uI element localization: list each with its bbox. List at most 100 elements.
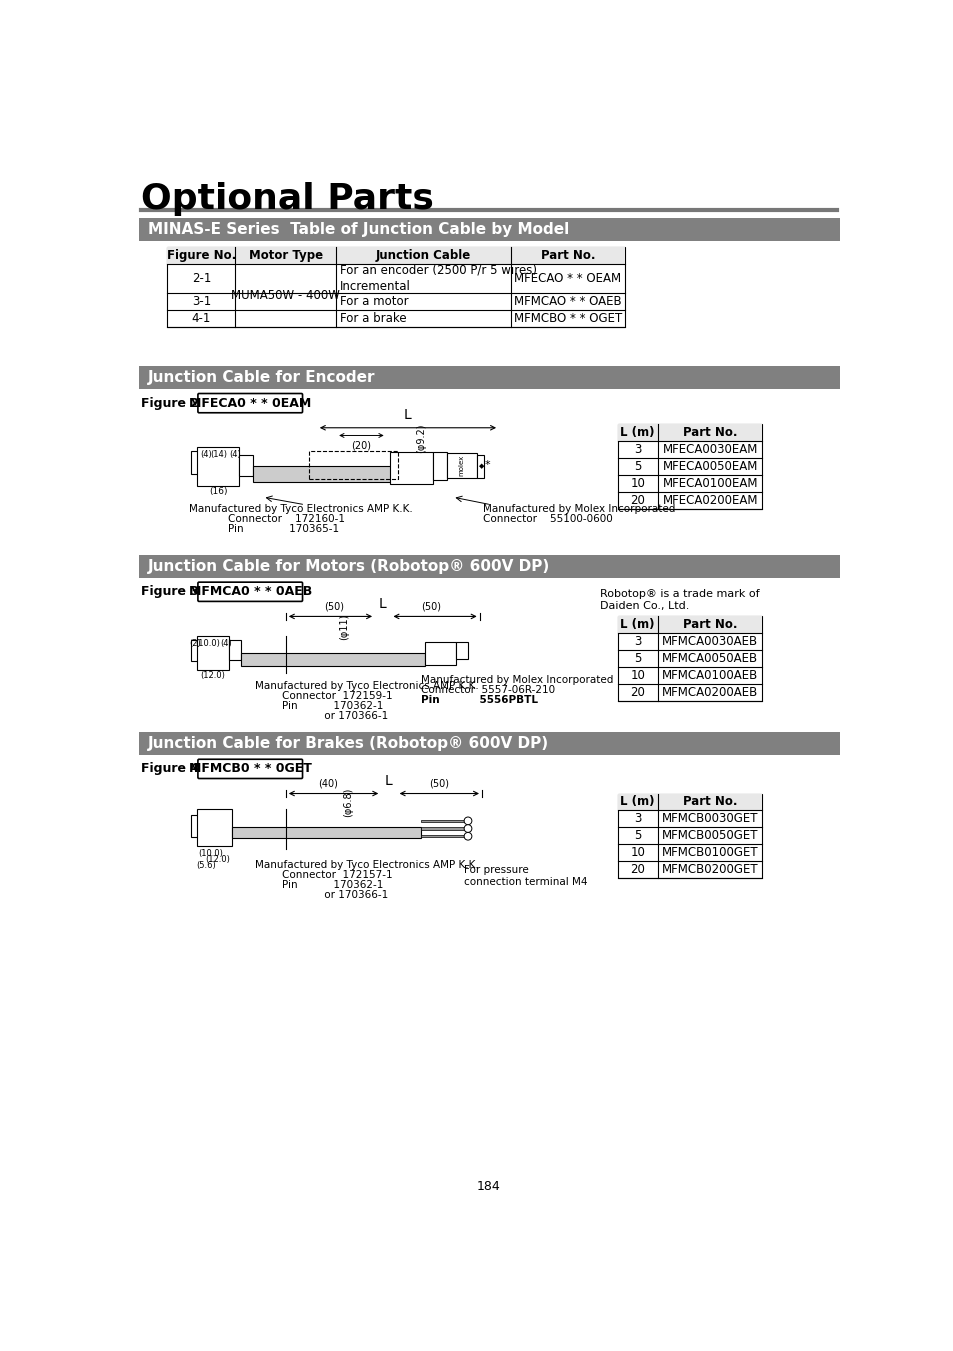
Text: Connector  172159-1: Connector 172159-1 [282, 690, 393, 701]
Text: Junction Cable: Junction Cable [375, 249, 471, 262]
Text: or 170366-1: or 170366-1 [282, 890, 388, 900]
Text: Manufactured by Tyco Electronics AMP K.K.: Manufactured by Tyco Electronics AMP K.K… [254, 861, 478, 870]
Text: (40): (40) [318, 778, 338, 788]
Bar [167, 247, 624, 263]
Text: L: L [404, 408, 412, 422]
Text: Junction Cable for Motors (Robotop® 600V DP): Junction Cable for Motors (Robotop® 600V… [148, 559, 550, 574]
Text: (4): (4) [200, 450, 212, 459]
Text: (φ6.8): (φ6.8) [342, 788, 353, 816]
Text: Pin           170362-1: Pin 170362-1 [282, 880, 383, 890]
Bar [138, 732, 840, 755]
Bar [433, 453, 447, 480]
Bar [196, 809, 232, 846]
Text: MFMCAO * * OAEB: MFMCAO * * OAEB [514, 295, 621, 308]
Text: 3: 3 [634, 443, 640, 455]
FancyBboxPatch shape [197, 759, 302, 778]
Text: Part No.: Part No. [682, 619, 737, 631]
Text: (4): (4) [230, 450, 241, 459]
Text: Pin           170362-1: Pin 170362-1 [282, 701, 383, 711]
Text: (φ11): (φ11) [338, 613, 349, 639]
Text: Pin           5556PBTL: Pin 5556PBTL [421, 696, 537, 705]
Text: (2): (2) [189, 639, 201, 648]
Text: 20: 20 [630, 493, 644, 507]
Text: MFMCA0100AEB: MFMCA0100AEB [661, 669, 758, 682]
Text: Connector    172160-1: Connector 172160-1 [228, 513, 344, 524]
Bar [421, 835, 464, 838]
Text: MFMCBO * * OGET: MFMCBO * * OGET [514, 312, 621, 326]
Bar [191, 451, 198, 474]
Text: MFMCB0030GET: MFMCB0030GET [661, 812, 758, 825]
Circle shape [464, 832, 472, 840]
Bar [421, 820, 464, 821]
Text: 2-1: 2-1 [192, 272, 211, 285]
Text: L (m): L (m) [619, 426, 655, 439]
Bar [232, 827, 421, 838]
Text: MFMCB0100GET: MFMCB0100GET [661, 846, 758, 859]
Bar [617, 793, 761, 811]
Text: MFMCA0050AEB: MFMCA0050AEB [661, 653, 758, 665]
Text: L (m): L (m) [619, 619, 655, 631]
Bar [617, 424, 761, 508]
Text: (4): (4) [220, 639, 232, 648]
Circle shape [464, 824, 472, 832]
Text: or 170366-1: or 170366-1 [282, 711, 388, 720]
Bar [138, 555, 840, 578]
Text: 3: 3 [634, 635, 640, 648]
Text: MFECA0030EAM: MFECA0030EAM [661, 443, 757, 455]
Text: For an encoder (2500 P/r 5 wires)
Incremental: For an encoder (2500 P/r 5 wires) Increm… [340, 263, 537, 293]
Text: Figure 4-1: Figure 4-1 [141, 762, 213, 775]
Bar [617, 616, 761, 634]
Text: Junction Cable for Encoder: Junction Cable for Encoder [148, 370, 375, 385]
FancyBboxPatch shape [197, 582, 302, 601]
Text: Connector  172157-1: Connector 172157-1 [282, 870, 393, 880]
Text: 10: 10 [630, 846, 644, 859]
Text: 3: 3 [634, 812, 640, 825]
Bar [476, 455, 484, 478]
Bar [196, 447, 239, 485]
Bar [191, 815, 198, 836]
Text: Robotop® is a trade mark of
Daiden Co., Ltd.: Robotop® is a trade mark of Daiden Co., … [599, 589, 759, 611]
Bar [617, 793, 761, 878]
Bar [309, 451, 397, 480]
Bar [425, 642, 456, 665]
Bar [421, 827, 464, 830]
Text: Connector  5557-06R-210: Connector 5557-06R-210 [421, 685, 555, 696]
Circle shape [464, 817, 472, 824]
Text: *: * [484, 461, 490, 470]
Bar [167, 247, 624, 327]
Bar [617, 424, 761, 440]
Text: L (m): L (m) [619, 796, 655, 808]
Text: L: L [378, 597, 386, 611]
Text: MUMA50W - 400W: MUMA50W - 400W [232, 289, 340, 301]
Text: (5.6): (5.6) [196, 862, 216, 870]
Bar [191, 639, 198, 661]
Text: Figure 3-1: Figure 3-1 [141, 585, 213, 598]
Text: For pressure
connection terminal M4: For pressure connection terminal M4 [464, 865, 587, 886]
Text: molex: molex [458, 455, 464, 476]
Text: MFECA0 * * 0EAM: MFECA0 * * 0EAM [189, 397, 311, 409]
Text: (10.0): (10.0) [195, 639, 220, 648]
Bar [138, 366, 840, 389]
Text: (20): (20) [351, 440, 371, 451]
Bar [390, 451, 433, 484]
Text: MFMCA0200AEB: MFMCA0200AEB [661, 686, 758, 700]
Text: 184: 184 [476, 1179, 500, 1193]
Text: (50): (50) [429, 778, 449, 788]
Text: (φ9.2): (φ9.2) [416, 423, 426, 453]
Text: MINAS-E Series  Table of Junction Cable by Model: MINAS-E Series Table of Junction Cable b… [148, 222, 569, 236]
Bar [253, 466, 390, 482]
Text: 10: 10 [630, 669, 644, 682]
Text: (50): (50) [421, 601, 441, 611]
Text: Manufactured by Molex Incorporated: Manufactured by Molex Incorporated [421, 676, 613, 685]
Text: (12.0): (12.0) [206, 855, 231, 865]
Bar [456, 642, 468, 659]
Text: L: L [385, 774, 393, 788]
Text: Manufactured by Tyco Electronics AMP K.K.: Manufactured by Tyco Electronics AMP K.K… [254, 681, 478, 690]
Text: Figure 2-1: Figure 2-1 [141, 397, 213, 409]
Text: Figure No.: Figure No. [167, 249, 235, 262]
Bar [241, 653, 425, 666]
Text: Manufactured by Tyco Electronics AMP K.K.: Manufactured by Tyco Electronics AMP K.K… [189, 504, 413, 513]
Text: 10: 10 [630, 477, 644, 489]
Text: (10.0): (10.0) [197, 848, 222, 858]
Text: 5: 5 [634, 830, 640, 843]
